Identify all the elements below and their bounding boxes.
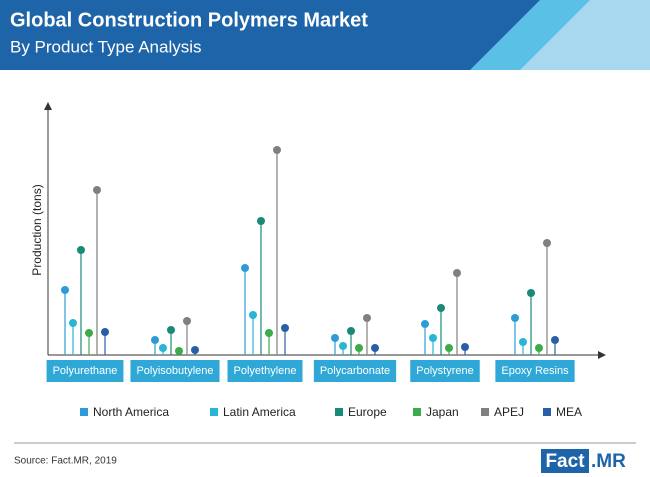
dot <box>191 346 199 354</box>
category-box <box>313 360 397 382</box>
legend-swatch <box>210 408 218 416</box>
dot <box>85 329 93 337</box>
dot <box>339 342 347 350</box>
dot <box>453 269 461 277</box>
dot <box>241 264 249 272</box>
dot <box>61 286 69 294</box>
dot <box>249 311 257 319</box>
dot <box>175 347 183 355</box>
legend-label: Japan <box>426 405 459 419</box>
dot <box>519 338 527 346</box>
dot <box>421 320 429 328</box>
dot <box>77 246 85 254</box>
chart-subtitle: By Product Type Analysis <box>10 37 202 56</box>
legend-label: Latin America <box>223 405 296 419</box>
x-tick-label: Polyisobutylene <box>136 365 213 377</box>
legend-label: North America <box>93 405 169 419</box>
dot <box>347 327 355 335</box>
x-tick-label: Polycarbonate <box>320 365 390 377</box>
legend-swatch <box>335 408 343 416</box>
dot <box>429 334 437 342</box>
category-box <box>130 360 220 382</box>
x-tick-label: Polyurethane <box>53 365 118 377</box>
dot <box>437 304 445 312</box>
dot <box>159 344 167 352</box>
x-tick-label: Polyethylene <box>234 365 297 377</box>
dot <box>331 334 339 342</box>
header-band <box>0 0 540 70</box>
legend-swatch <box>481 408 489 416</box>
x-tick-label: Polystyrene <box>416 365 473 377</box>
dot <box>535 344 543 352</box>
dot <box>101 328 109 336</box>
legend-label: MEA <box>556 405 582 419</box>
dot <box>257 217 265 225</box>
dot <box>183 317 191 325</box>
legend-swatch <box>413 408 421 416</box>
source: Source: Fact.MR, 2019 <box>14 456 117 467</box>
dot <box>527 289 535 297</box>
dot <box>371 344 379 352</box>
category-box <box>46 360 124 382</box>
dot <box>69 319 77 327</box>
dot <box>363 314 371 322</box>
dot <box>265 329 273 337</box>
dot <box>93 186 101 194</box>
dot <box>273 146 281 154</box>
legend-swatch <box>80 408 88 416</box>
category-box <box>495 360 575 382</box>
x-tick-label: Epoxy Resins <box>501 365 569 377</box>
category-box <box>410 360 480 382</box>
dot <box>511 314 519 322</box>
dot <box>355 344 363 352</box>
legend-label: APEJ <box>494 405 524 419</box>
chart-title: Global Construction Polymers Market <box>10 9 368 31</box>
logo-box <box>541 449 589 473</box>
dot <box>167 326 175 334</box>
logo-suffix: .MR <box>591 451 626 472</box>
legend-label: Europe <box>348 405 387 419</box>
axis-arrow <box>598 351 606 359</box>
category-box <box>227 360 303 382</box>
y-axis-label: Production (tons) <box>30 184 44 275</box>
dot <box>543 239 551 247</box>
axis-arrow <box>44 102 52 110</box>
dot <box>445 344 453 352</box>
dot <box>461 343 469 351</box>
logo-name: Fact <box>545 451 585 472</box>
dot <box>281 324 289 332</box>
legend-swatch <box>543 408 551 416</box>
dot <box>551 336 559 344</box>
dot <box>151 336 159 344</box>
